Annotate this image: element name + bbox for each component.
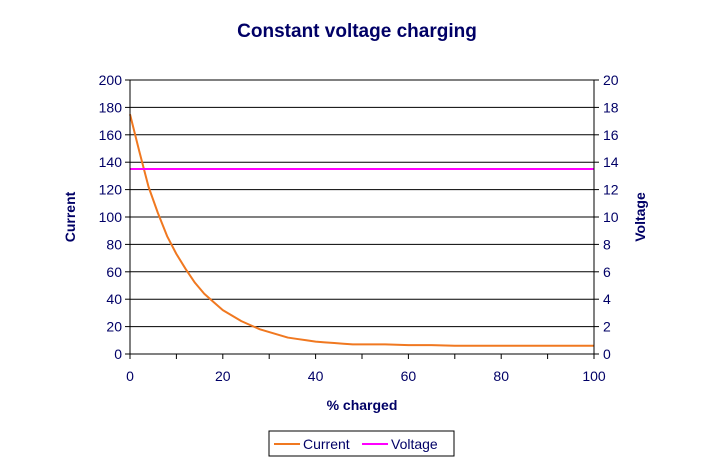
- y-left-tick-label: 160: [99, 127, 123, 143]
- y-right-tick-label: 10: [603, 209, 619, 225]
- x-tick-label: 20: [215, 368, 231, 384]
- series-layer: [129, 114, 594, 347]
- y-left-tick-label: 140: [99, 154, 123, 170]
- y-right-tick-label: 2: [603, 319, 611, 335]
- chart-title: Constant voltage charging: [237, 21, 477, 42]
- series-line-current: [129, 114, 594, 347]
- y-left-tick-label: 40: [106, 291, 122, 307]
- y-right-tick-label: 6: [603, 264, 611, 280]
- y-right-tick-label: 20: [603, 72, 619, 88]
- y-right-tick-label: 8: [603, 236, 611, 252]
- x-tick-label: 40: [308, 368, 324, 384]
- y-right-tick-label: 18: [603, 99, 619, 115]
- y-left-tick-label: 200: [99, 72, 123, 88]
- x-tick-label: 80: [493, 368, 509, 384]
- y-left-tick-label: 80: [106, 236, 122, 252]
- y-right-tick-label: 0: [603, 346, 611, 362]
- y-axis-right-label: Voltage: [632, 192, 648, 242]
- y-axis-left-label: Current: [62, 191, 78, 242]
- x-tick-label: 100: [582, 368, 606, 384]
- y-right-tick-label: 14: [603, 154, 619, 170]
- y-right-tick-label: 12: [603, 182, 619, 198]
- y-right-tick-label: 16: [603, 127, 619, 143]
- x-tick-label: 0: [126, 368, 134, 384]
- tick-layer: 0204060801001201401601802000246810121416…: [99, 72, 619, 384]
- y-left-tick-label: 0: [114, 346, 122, 362]
- y-left-tick-label: 120: [99, 182, 123, 198]
- gridlines: [130, 79, 594, 328]
- x-axis-label: % charged: [327, 397, 398, 413]
- legend: Current Voltage: [268, 430, 455, 457]
- y-left-tick-label: 60: [106, 264, 122, 280]
- legend-current-label: Current: [303, 436, 350, 452]
- y-left-tick-label: 180: [99, 99, 123, 115]
- y-left-tick-label: 20: [106, 319, 122, 335]
- legend-voltage-label: Voltage: [391, 436, 438, 452]
- y-right-tick-label: 4: [603, 291, 611, 307]
- x-tick-label: 60: [401, 368, 417, 384]
- y-left-tick-label: 100: [99, 209, 123, 225]
